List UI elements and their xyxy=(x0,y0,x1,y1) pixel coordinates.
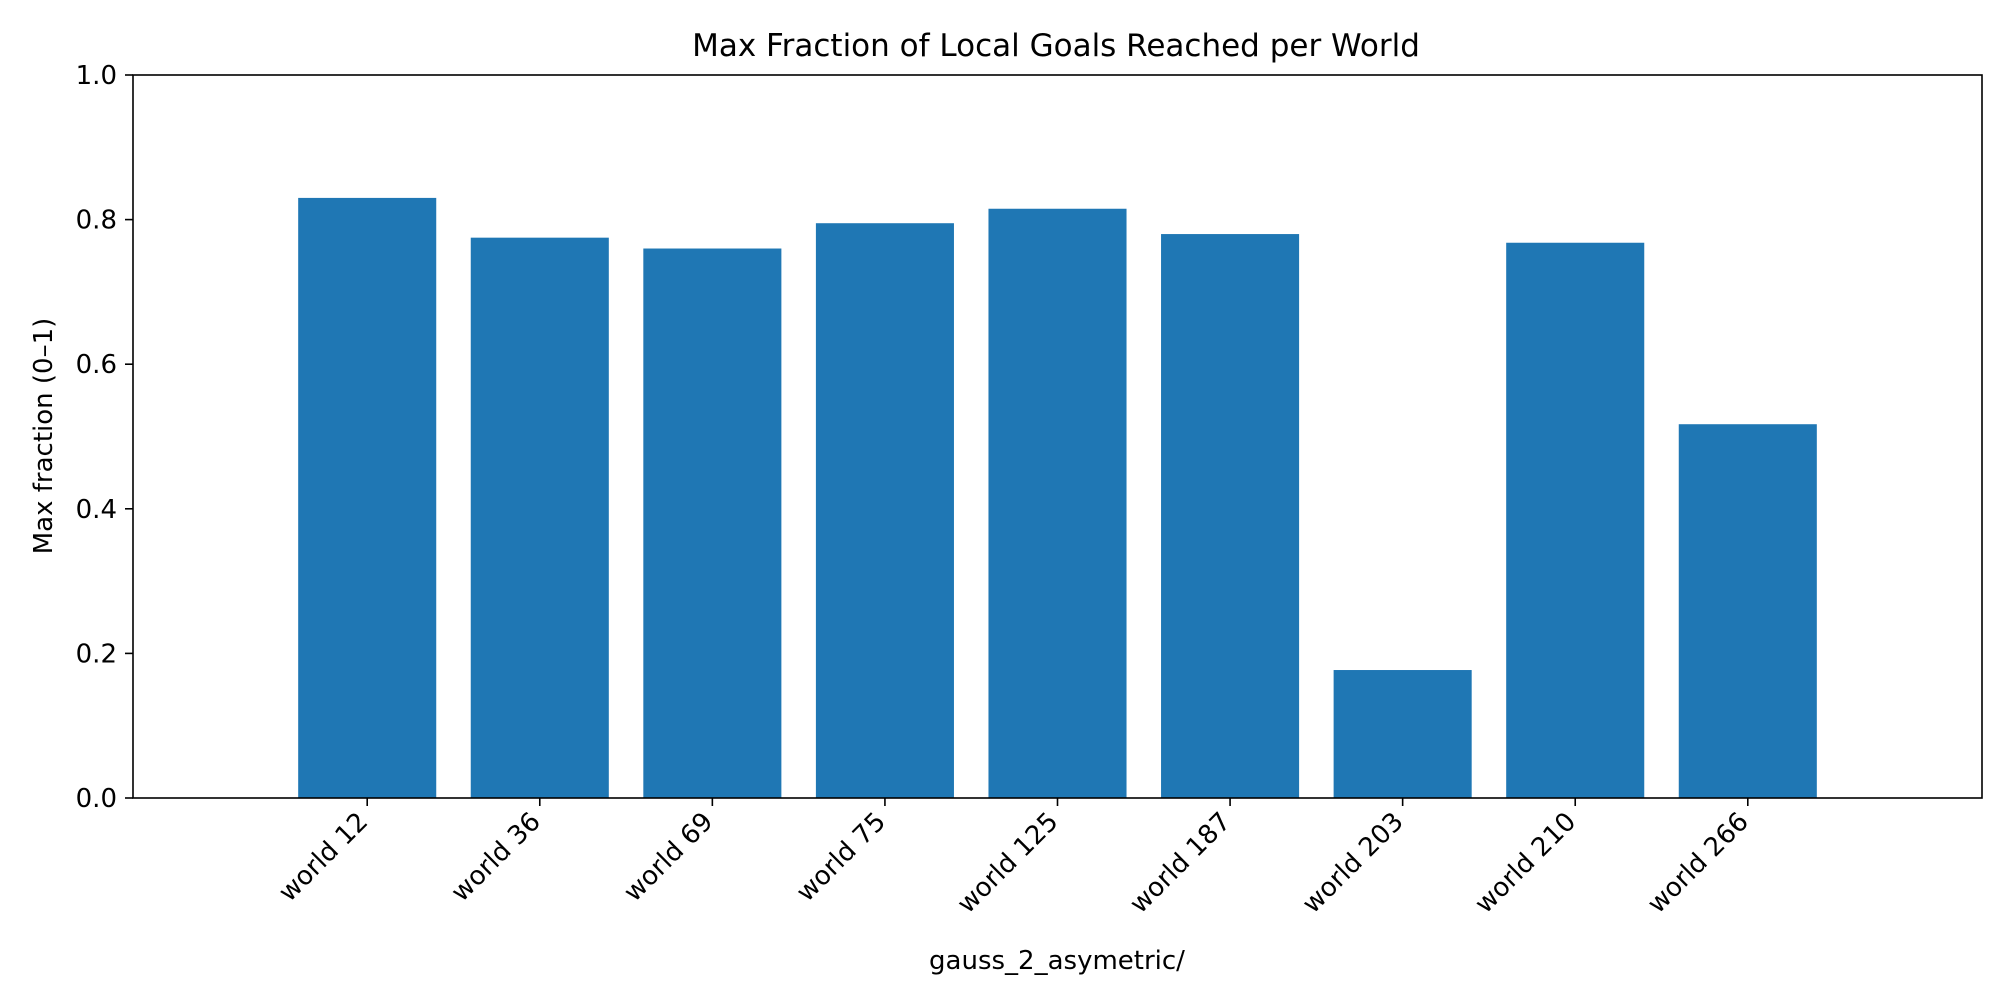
bar-world-187 xyxy=(1161,234,1300,798)
x-axis-label: gauss_2_asymetric/ xyxy=(929,946,1185,976)
plot-frame xyxy=(132,74,1983,799)
y-tick-label: 0.4 xyxy=(76,495,117,525)
chart-title: Max Fraction of Local Goals Reached per … xyxy=(692,28,1420,64)
bar-world-12 xyxy=(298,197,437,798)
y-tick-label: 0.2 xyxy=(76,639,117,669)
y-tick-label: 0.8 xyxy=(76,206,117,236)
bar-world-36 xyxy=(470,237,609,799)
y-tick-label: 1.0 xyxy=(76,61,117,91)
bar-world-210 xyxy=(1506,242,1645,799)
bars xyxy=(298,197,1817,799)
bar-world-266 xyxy=(1678,424,1817,798)
bar-world-69 xyxy=(643,248,782,798)
bar-world-75 xyxy=(815,223,954,798)
y-tick-label: 0.6 xyxy=(76,350,117,380)
y-tick-label: 0.0 xyxy=(76,784,117,814)
y-axis-label: Max fraction (0–1) xyxy=(29,318,59,555)
bar-world-203 xyxy=(1333,670,1472,798)
bar-world-125 xyxy=(988,208,1127,798)
y-axis-ticks: 0.0 0.2 0.4 0.6 0.8 1.0 xyxy=(76,61,133,814)
